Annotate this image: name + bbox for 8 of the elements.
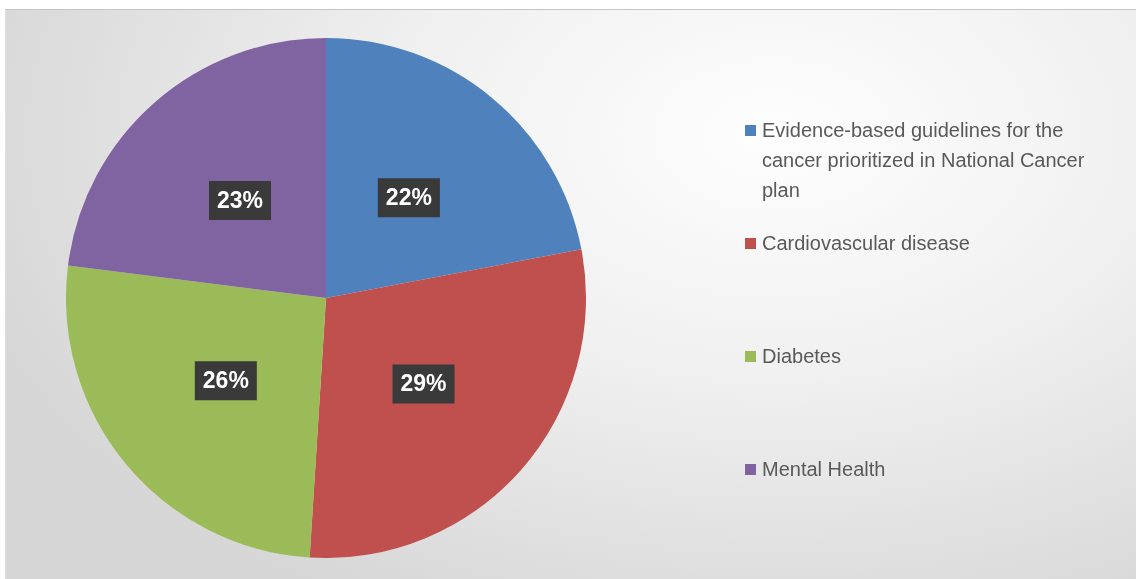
- data-label: 29%: [400, 370, 447, 397]
- legend-label: Evidence-based guidelines for the cancer prioritized in National Cancer plan: [762, 118, 1086, 203]
- legend-label: Cardiovascular disease: [762, 231, 970, 256]
- data-label: 23%: [217, 186, 264, 213]
- legend-label: Diabetes: [762, 344, 841, 369]
- data-label: 22%: [385, 184, 432, 211]
- legend-label: Mental Health: [762, 457, 886, 482]
- data-label: 26%: [202, 367, 249, 394]
